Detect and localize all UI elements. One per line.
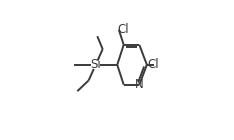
Text: Cl: Cl (118, 23, 129, 36)
Text: Si: Si (90, 58, 101, 71)
Text: Cl: Cl (147, 58, 159, 71)
Text: N: N (135, 78, 144, 91)
